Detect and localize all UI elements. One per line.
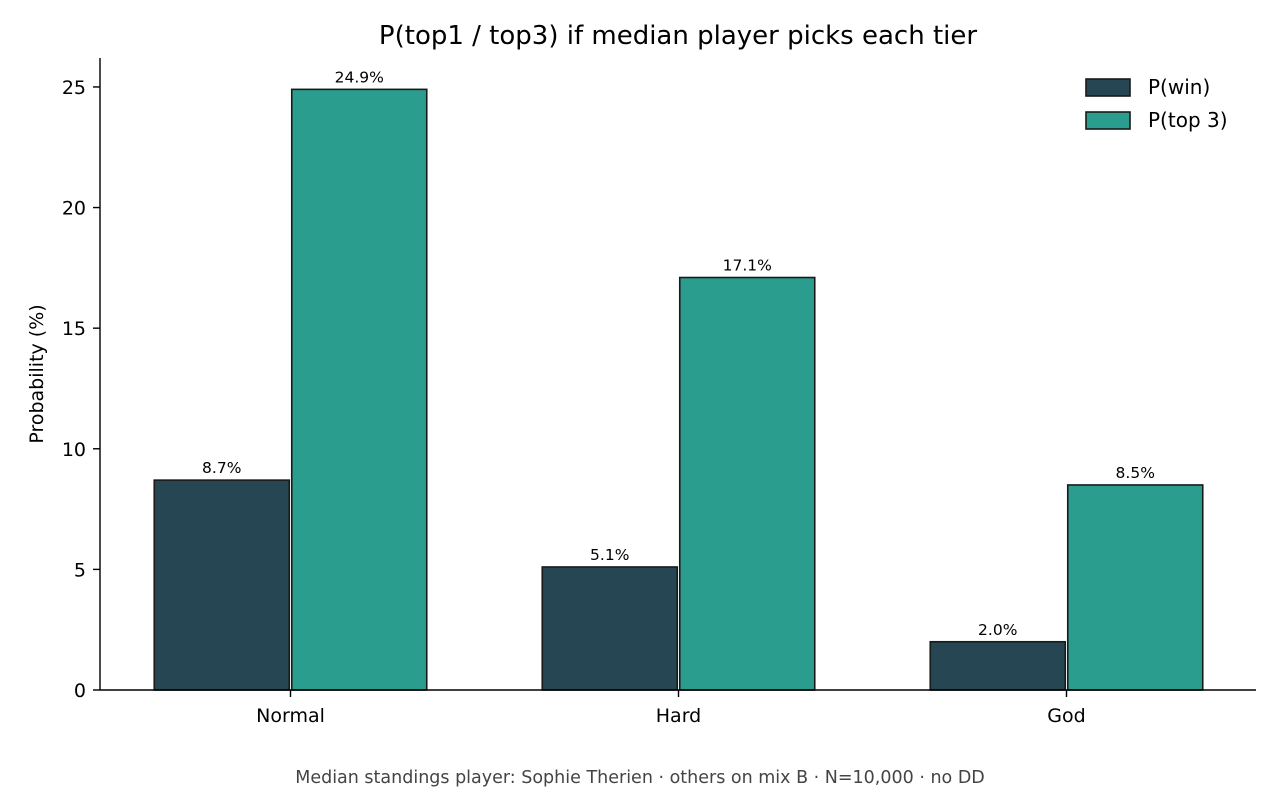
legend-label: P(top 3) [1148,108,1228,132]
y-tick-label: 5 [74,559,86,581]
data-label: 17.1% [723,257,772,275]
bar-p-win-normal [153,479,291,691]
legend-label: P(win) [1148,75,1210,99]
y-tick-label: 25 [62,77,86,99]
legend: P(win) P(top 3) [1085,75,1228,132]
data-label: 8.7% [202,459,241,477]
legend-swatch [1085,111,1131,130]
chart-title: P(top1 / top3) if median player picks ea… [379,21,977,51]
data-label: 5.1% [590,546,629,564]
bar-p-win-god [929,640,1067,691]
data-label: 8.5% [1116,464,1155,482]
bar-p-top-3-normal [290,88,428,691]
x-tick-label: Hard [656,705,701,727]
plot-area: 8.7% 24.9% Normal 5.1% 17.1% Hard 2.0% 8.5% God 0… [62,58,1256,727]
x-tick-label: God [1047,705,1085,727]
data-label: 2.0% [978,621,1017,639]
data-label: 24.9% [335,68,384,86]
bar-p-top-3-god [1066,484,1204,691]
x-tick-label: Normal [256,705,325,727]
bar-p-win-hard [541,566,679,691]
legend-swatch [1085,78,1131,97]
y-tick-label: 20 [62,198,86,220]
chart-footnote: Median standings player: Sophie Therien … [295,768,985,788]
y-tick-label: 0 [74,680,86,702]
y-tick-label: 15 [62,318,86,340]
bar-p-top-3-hard [678,276,816,691]
y-tick-label: 10 [62,439,86,461]
y-axis-label: Probability (%) [26,304,48,443]
